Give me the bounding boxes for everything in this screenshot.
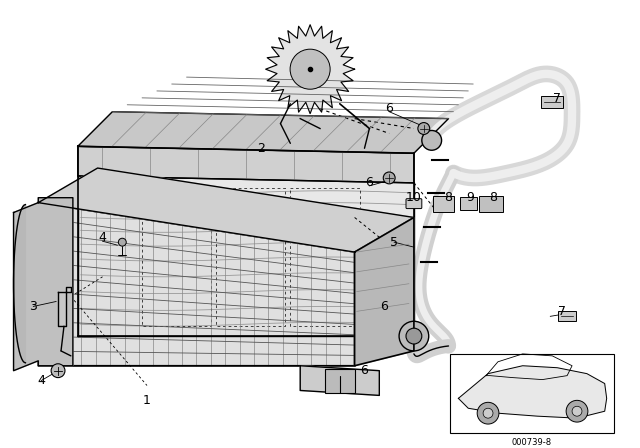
Text: 1: 1 [143,394,151,407]
Circle shape [51,364,65,378]
Polygon shape [13,205,26,366]
Text: 4: 4 [99,231,106,244]
Polygon shape [78,146,414,183]
Text: 7: 7 [553,92,561,105]
Polygon shape [38,168,414,252]
Text: 000739-8: 000739-8 [511,438,552,447]
Polygon shape [78,112,449,153]
Text: 7: 7 [558,305,566,318]
Text: 4: 4 [37,374,45,387]
Circle shape [399,321,429,351]
FancyBboxPatch shape [460,197,477,210]
Polygon shape [13,198,73,370]
Text: 3: 3 [29,300,37,313]
Circle shape [383,172,395,184]
Circle shape [477,402,499,424]
FancyBboxPatch shape [433,196,454,211]
FancyBboxPatch shape [479,196,503,211]
Circle shape [418,123,429,134]
FancyBboxPatch shape [406,199,422,209]
Text: 8: 8 [489,191,497,204]
Circle shape [566,401,588,422]
Circle shape [483,408,493,418]
Circle shape [422,130,442,150]
FancyBboxPatch shape [558,311,576,321]
Text: 5: 5 [390,236,398,249]
FancyBboxPatch shape [451,354,614,433]
Polygon shape [355,217,414,366]
Circle shape [290,49,330,89]
Text: 8: 8 [445,191,452,204]
Polygon shape [58,287,71,326]
Polygon shape [458,366,607,418]
Text: 6: 6 [360,364,369,377]
Circle shape [572,406,582,416]
Text: 6: 6 [365,177,373,190]
Polygon shape [300,366,380,396]
Text: 6: 6 [385,102,393,115]
Polygon shape [266,25,355,114]
FancyBboxPatch shape [325,369,355,393]
Text: 9: 9 [467,191,474,204]
Text: 6: 6 [380,300,388,313]
FancyBboxPatch shape [541,96,563,108]
Text: 2: 2 [257,142,264,155]
Polygon shape [38,202,355,366]
Circle shape [406,328,422,344]
Text: 10: 10 [406,191,422,204]
Polygon shape [78,176,414,336]
Circle shape [118,238,126,246]
